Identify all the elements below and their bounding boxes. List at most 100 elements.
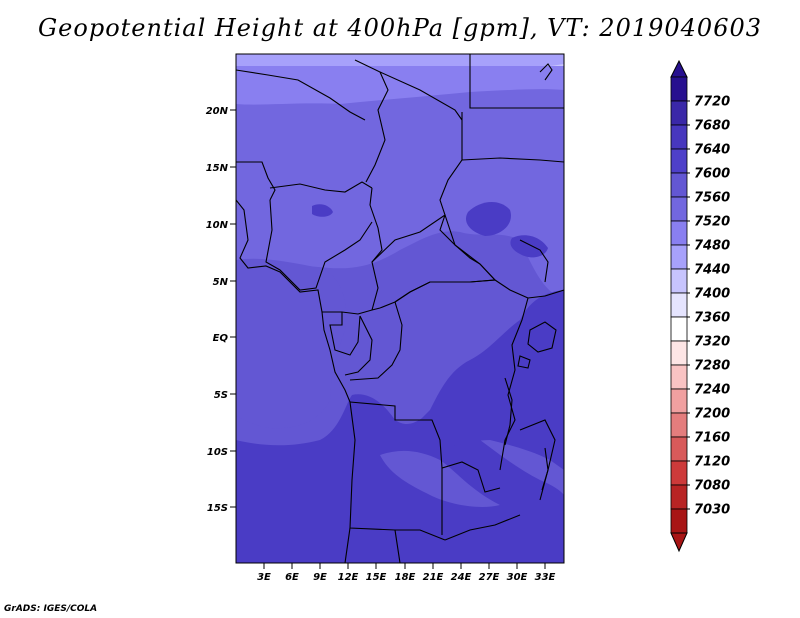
x-tick-label: 18E <box>395 572 416 583</box>
lake-tanganyika <box>504 377 513 446</box>
colorbar: 7720 7680 7640 7600 7560 7520 7480 7440 7400 7360… <box>670 59 730 553</box>
border-sudan-east <box>461 157 564 163</box>
colorbar-segment <box>670 340 688 366</box>
colorbar-label: 7520 <box>694 215 730 230</box>
region-7640-south <box>236 394 564 563</box>
map-frame <box>235 53 565 564</box>
border-nile <box>519 239 549 283</box>
colorbar-segment <box>670 508 688 534</box>
x-tick-label: 3E <box>257 572 271 583</box>
colorbar-segment <box>670 76 688 102</box>
y-axis-labels: 20N 15N 10N 5N EQ 5S 10S 15S <box>206 106 229 514</box>
coastline-west <box>236 199 351 403</box>
colorbar-segment <box>670 460 688 486</box>
colorbar-label: 7160 <box>694 431 730 446</box>
colorbar-segment <box>670 388 688 414</box>
border-zambia-south <box>444 514 521 541</box>
y-tick-label: 5N <box>213 277 229 288</box>
colorbar-label: 7240 <box>694 383 730 398</box>
band-7600 <box>236 89 564 300</box>
border-north-a <box>236 69 366 121</box>
x-tick-label: 24E <box>451 572 472 583</box>
border-cameroon-south <box>322 307 381 315</box>
y-tick-label: 5S <box>214 390 228 401</box>
x-axis-ticks <box>263 563 546 569</box>
x-tick-label: 15E <box>366 572 387 583</box>
region-7640-east <box>399 290 564 470</box>
colorbar-segment <box>670 436 688 462</box>
patch-7640-e <box>312 204 333 217</box>
colorbar-segment <box>670 124 688 150</box>
border-south-b <box>394 529 401 563</box>
colorbar-label: 7030 <box>694 503 730 518</box>
y-tick-label: 10N <box>206 220 229 231</box>
colorbar-label: 7680 <box>694 119 730 134</box>
colorbar-bottom-arrow <box>670 532 688 553</box>
colorbar-segment <box>670 100 688 126</box>
border-drc-south <box>349 401 501 493</box>
colorbar-segment <box>670 172 688 198</box>
y-axis-ticks <box>230 109 236 508</box>
colorbar-segment <box>670 484 688 510</box>
y-tick-label: 15S <box>207 503 228 514</box>
colorbar-segment <box>670 292 688 318</box>
x-tick-label: 33E <box>535 572 556 583</box>
patch-7600-b <box>236 258 347 429</box>
colorbar-label: 7640 <box>694 143 730 158</box>
x-tick-label: 30E <box>507 572 528 583</box>
y-tick-label: 10S <box>207 447 228 458</box>
border-nigeria <box>265 199 373 291</box>
map-title: Geopotential Height at 400hPa [gpm], VT:… <box>38 14 762 42</box>
band-7560 <box>236 66 564 113</box>
colorbar-label: 7560 <box>694 191 730 206</box>
colorbar-label: 7720 <box>694 95 730 110</box>
colorbar-label: 7480 <box>694 239 730 254</box>
patch-7640-d <box>510 235 548 258</box>
y-tick-label: 20N <box>206 106 229 117</box>
border-congo <box>344 315 373 376</box>
x-tick-label: 21E <box>423 572 444 583</box>
x-tick-label: 27E <box>479 572 500 583</box>
colorbar-label: 7080 <box>694 479 730 494</box>
border-mali-niger <box>236 161 276 201</box>
patch-7600-a <box>380 450 500 507</box>
colorbar-segment <box>670 148 688 174</box>
border-niger-nigeria <box>269 181 373 193</box>
colorbar-segment <box>670 196 688 222</box>
colorbar-segment <box>670 364 688 390</box>
colorbar-label: 7320 <box>694 335 730 350</box>
colorbar-segment <box>670 220 688 246</box>
grads-credit: GrADS: IGES/COLA <box>4 604 98 614</box>
border-chad-sudan <box>439 112 496 281</box>
colorbar-label: 7600 <box>694 167 730 182</box>
height-field <box>236 54 564 563</box>
colorbar-segment <box>670 244 688 270</box>
country-borders <box>236 54 564 563</box>
colorbar-label: 7120 <box>694 455 730 470</box>
border-libya-chad <box>379 71 463 121</box>
border-gabon <box>329 312 361 356</box>
colorbar-segment <box>670 316 688 342</box>
lake-victoria <box>527 321 557 353</box>
colorbar-segment <box>670 268 688 294</box>
x-tick-label: 12E <box>338 572 359 583</box>
y-tick-label: 15N <box>206 163 229 174</box>
coastline-egypt <box>539 63 553 81</box>
border-east-a <box>527 289 564 299</box>
border-south-a <box>344 527 351 563</box>
colorbar-top-arrow <box>670 59 688 78</box>
lake-kyoga <box>517 355 531 369</box>
x-tick-label: 9E <box>313 572 327 583</box>
colorbar-label: 7440 <box>694 263 730 278</box>
colorbar-label: 7400 <box>694 287 730 302</box>
colorbar-segment <box>670 412 688 438</box>
border-drc-north <box>394 279 529 303</box>
border-libya-egypt <box>469 54 564 109</box>
border-drc-west <box>349 301 403 381</box>
colorbar-label: 7280 <box>694 359 730 374</box>
colorbar-label: 7360 <box>694 311 730 326</box>
patch-7640-c <box>465 201 511 236</box>
y-tick-label: EQ <box>213 333 229 344</box>
x-axis-labels: 3E 6E 9E 12E 15E 18E 21E 24E 27E 30E 33E <box>257 572 555 583</box>
